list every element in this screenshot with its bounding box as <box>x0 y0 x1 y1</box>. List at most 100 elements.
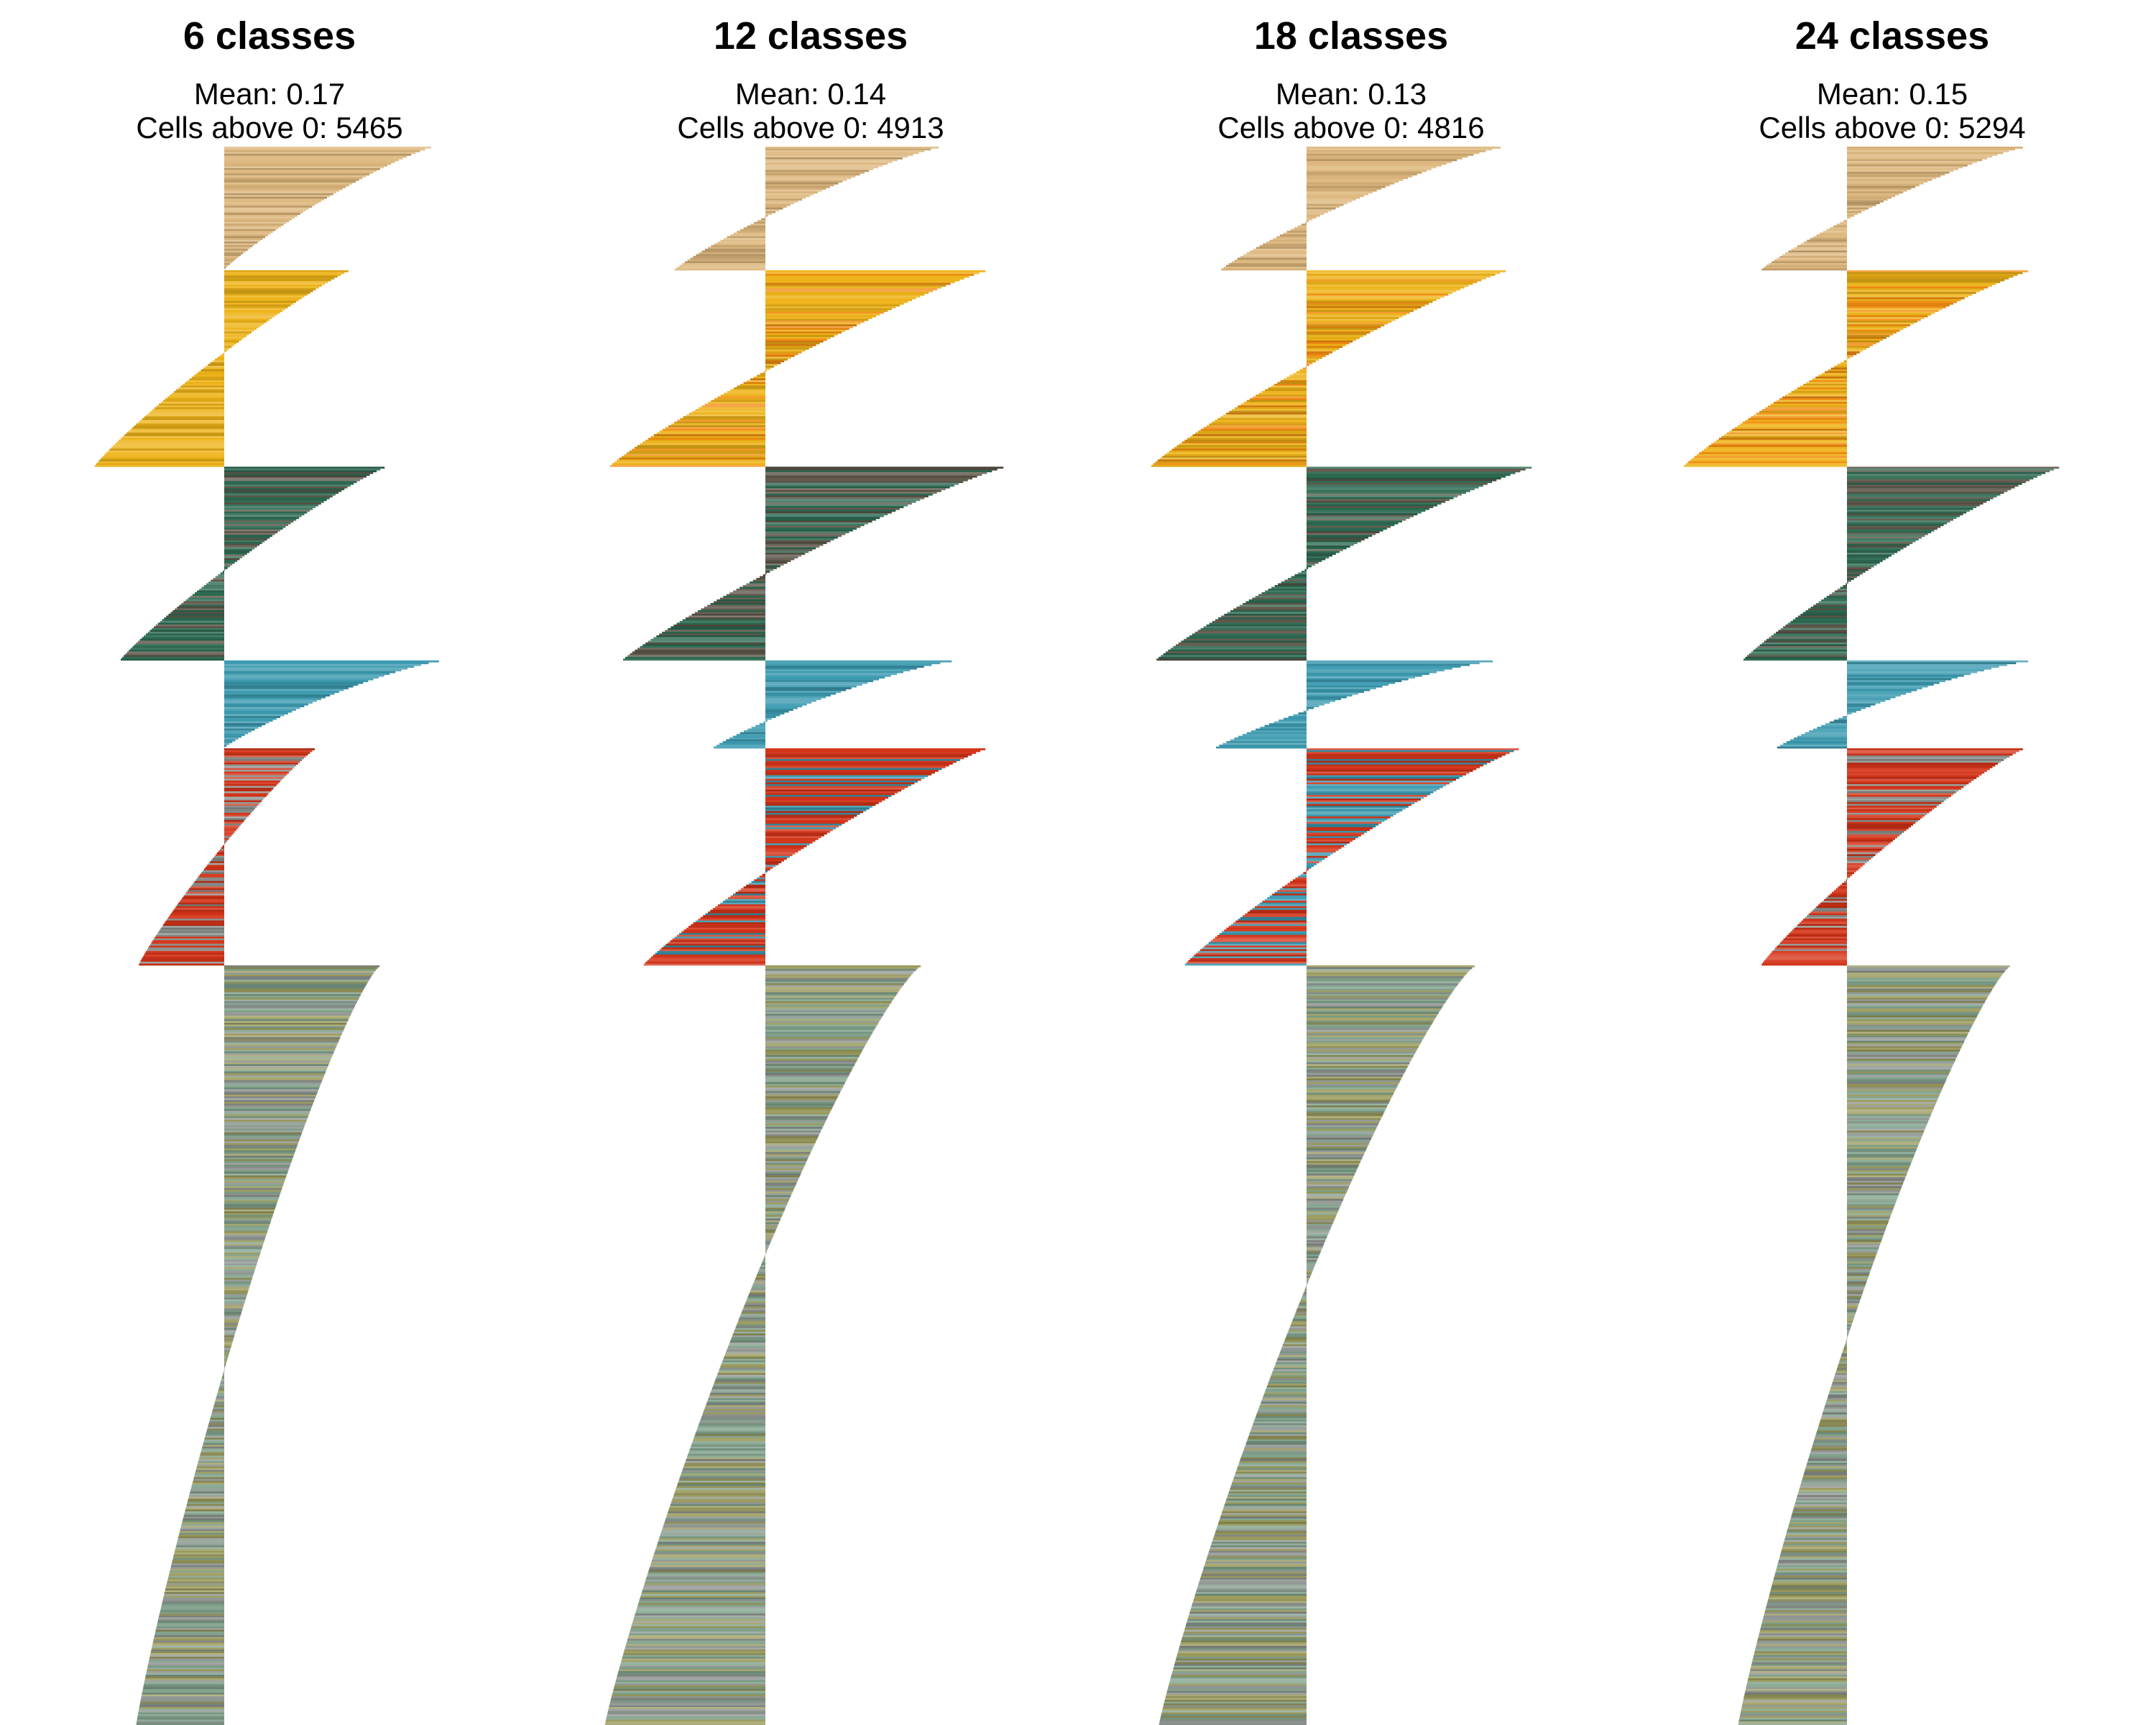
silhouette-bar <box>1307 1048 1418 1050</box>
silhouette-bar <box>1215 420 1307 422</box>
silhouette-bar <box>224 1023 347 1025</box>
silhouette-bar <box>695 920 765 923</box>
silhouette-bar <box>1768 1597 1847 1600</box>
silhouette-bar <box>1807 239 1847 242</box>
silhouette-bar <box>763 371 765 374</box>
silhouette-bar <box>604 1723 765 1725</box>
silhouette-bar <box>1779 1556 1847 1558</box>
silhouette-bar <box>765 972 913 975</box>
silhouette-bar <box>224 1261 257 1264</box>
silhouette-bar <box>164 617 224 620</box>
silhouette-bar <box>1847 1186 1902 1189</box>
silhouette-bar <box>729 1340 765 1343</box>
silhouette-bar <box>1233 608 1307 611</box>
silhouette-bar <box>712 908 765 911</box>
silhouette-bar <box>765 705 803 708</box>
silhouette-bar <box>655 952 765 955</box>
silhouette-bar <box>199 1457 224 1460</box>
silhouette-bar <box>1694 456 1847 459</box>
silhouette-bar <box>224 166 384 169</box>
silhouette-bar <box>1240 916 1307 919</box>
silhouette-bar <box>1751 651 1847 654</box>
silhouette-bar <box>744 730 765 732</box>
silhouette-bar <box>1808 608 1847 611</box>
silhouette-bar <box>1286 231 1307 233</box>
silhouette-bar <box>1795 617 1847 620</box>
silhouette-bar <box>224 486 348 489</box>
silhouette-bar <box>1755 648 1847 650</box>
silhouette-bar <box>1847 500 1987 503</box>
mean-label: Mean: 0.14 <box>735 77 886 111</box>
silhouette-bar <box>188 888 224 891</box>
silhouette-bar <box>1307 1197 1345 1200</box>
silhouette-bar <box>740 1313 765 1316</box>
silhouette-bar <box>765 335 834 338</box>
silhouette-bar <box>1253 1421 1307 1424</box>
silhouette-bar <box>224 542 262 544</box>
silhouette-bar <box>224 1205 276 1208</box>
silhouette-bar <box>224 673 390 676</box>
silhouette-bar <box>215 576 224 579</box>
silhouette-bar <box>224 247 251 249</box>
silhouette-bar <box>1307 786 1443 788</box>
silhouette-bar <box>723 1358 765 1361</box>
silhouette-bar <box>1307 1092 1393 1095</box>
silhouette-bar <box>1701 450 1847 453</box>
silhouette-bar <box>1828 895 1847 898</box>
silhouette-bar <box>1192 434 1307 436</box>
silhouette-bar <box>95 464 224 467</box>
silhouette-bar <box>147 1668 224 1670</box>
silhouette-bar <box>192 594 224 597</box>
silhouette-bar <box>1166 1693 1307 1695</box>
silhouette-bar <box>224 1048 336 1050</box>
silhouette-bar <box>1846 1338 1847 1341</box>
silhouette-bar <box>1307 346 1342 349</box>
silhouette-bar <box>1307 1012 1439 1014</box>
cluster-2-yellow <box>1684 270 2028 467</box>
silhouette-bar <box>765 666 924 668</box>
silhouette-bar <box>730 234 765 236</box>
silhouette-bar <box>224 1125 305 1128</box>
silhouette-bar <box>1847 834 1900 837</box>
silhouette-bar <box>179 901 224 903</box>
silhouette-bar <box>1240 1459 1307 1462</box>
silhouette-bar <box>1811 1448 1847 1451</box>
silhouette-bar <box>1307 1030 1428 1032</box>
silhouette-bar <box>1847 329 1900 332</box>
silhouette-bar <box>1230 1486 1307 1489</box>
silhouette-bar <box>765 1208 786 1210</box>
silhouette-bar <box>1307 159 1457 162</box>
silhouette-bar <box>1307 1151 1365 1154</box>
silhouette-bar <box>1831 1384 1847 1386</box>
silhouette-bar <box>1307 981 1460 984</box>
silhouette-bar <box>1745 1690 1847 1693</box>
silhouette-bar <box>765 819 848 822</box>
silhouette-bar <box>1194 1597 1307 1600</box>
silhouette-bar <box>154 1637 224 1639</box>
silhouette-bar <box>142 637 224 640</box>
silhouette-bar <box>224 750 313 753</box>
silhouette-bar <box>224 1240 264 1243</box>
silhouette-bar <box>224 1144 298 1147</box>
silhouette-bar <box>1826 1399 1847 1402</box>
silhouette-bar <box>1782 396 1847 399</box>
silhouette-bar <box>1242 734 1307 736</box>
silhouette-bar <box>157 933 224 935</box>
silhouette-bar <box>765 313 880 316</box>
silhouette-bar <box>224 1369 225 1372</box>
silhouette-bar <box>224 290 313 293</box>
silhouette-bar <box>224 229 276 231</box>
silhouette-bar <box>1302 1295 1307 1298</box>
silhouette-bar <box>208 581 224 584</box>
silhouette-bar <box>1307 753 1506 756</box>
silhouette-bar <box>224 705 305 708</box>
silhouette-bar <box>214 1402 224 1404</box>
silhouette-bar <box>1744 1693 1847 1695</box>
silhouette-bar <box>649 1567 765 1569</box>
silhouette-bar <box>1223 1506 1307 1508</box>
silhouette-bar <box>224 295 305 298</box>
silhouette-bar <box>1847 344 1874 346</box>
silhouette-bar <box>698 919 765 921</box>
silhouette-bar <box>1847 295 1968 298</box>
silhouette-bar <box>224 770 291 772</box>
